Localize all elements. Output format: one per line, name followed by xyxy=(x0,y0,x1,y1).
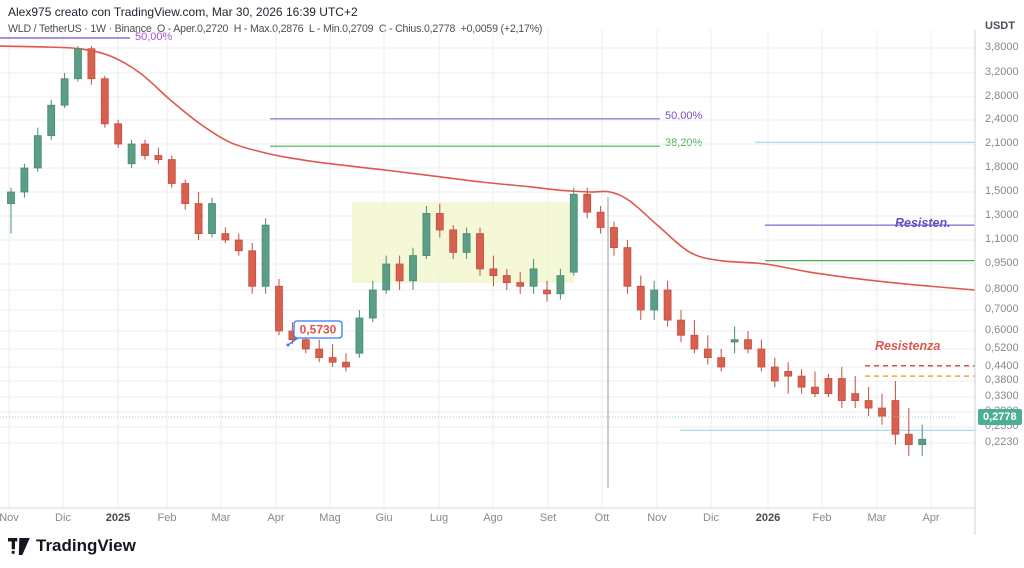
svg-text:0,5730: 0,5730 xyxy=(300,323,337,337)
